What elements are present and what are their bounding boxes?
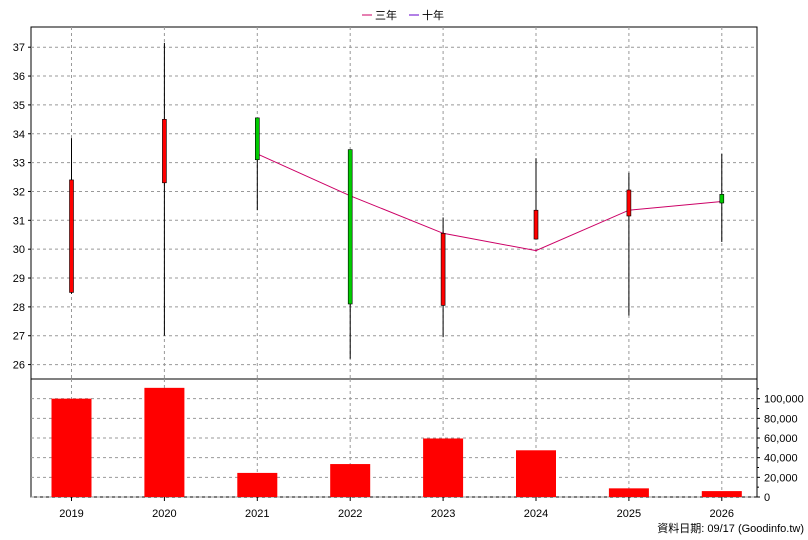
volume-tick-label: 20,000	[764, 472, 798, 484]
candle-body	[347, 149, 353, 305]
legend-label-1: 十年	[422, 8, 444, 22]
volume-tick-label: 40,000	[764, 453, 798, 465]
candle-body	[440, 232, 446, 306]
price-tick-label: 26	[13, 360, 25, 372]
volume-tick-label: 80,000	[764, 413, 798, 425]
candle-body	[719, 194, 725, 204]
volume-bar	[144, 387, 185, 497]
price-tick-label: 35	[13, 100, 25, 112]
price-tick-label: 36	[13, 71, 25, 83]
volume-bar	[516, 450, 556, 497]
price-tick-label: 32	[13, 186, 25, 198]
volume-axis: 0 20,000 40,000 60,000 80,000 100,000	[757, 388, 804, 504]
x-tick-label: 2021	[245, 508, 269, 520]
volume-bar	[608, 488, 649, 497]
volume-bar	[51, 398, 92, 497]
x-tick-label: 2022	[338, 508, 362, 520]
legend-label-0: 三年	[375, 8, 397, 22]
x-tick-label: 2026	[710, 508, 734, 520]
x-tick-label: 2025	[617, 508, 641, 520]
x-axis: 2019 2020 2021 2022 2023 2024 2025 2026	[59, 497, 734, 520]
x-tick-label: 2024	[524, 508, 548, 520]
price-tick-label: 31	[13, 215, 25, 227]
price-tick-label: 28	[13, 302, 25, 314]
series-line	[257, 153, 722, 252]
candle-body	[255, 117, 260, 161]
legend: 三年 十年	[362, 8, 444, 22]
volume-bar	[330, 464, 371, 497]
x-tick-label: 2020	[152, 508, 176, 520]
x-tick-label: 2019	[59, 508, 83, 520]
source-footer: 資料日期: 09/17 (Goodinfo.tw)	[657, 521, 804, 535]
volume-tick-label: 100,000	[764, 394, 804, 406]
candles	[69, 42, 725, 359]
volume-tick-label: 60,000	[764, 433, 798, 445]
price-tick-label: 33	[13, 158, 25, 170]
series-point	[535, 249, 537, 252]
price-panel	[30, 26, 758, 380]
volume-tick-label: 0	[764, 492, 770, 504]
candle-body	[162, 119, 167, 184]
volume-bar	[237, 472, 278, 497]
price-axis: 26 27 28 29 30 31 32 33 34 35 36 37	[13, 42, 31, 372]
volume-grid	[31, 379, 757, 498]
price-tick-label: 27	[13, 331, 25, 343]
price-tick-label: 29	[13, 273, 25, 285]
price-tick-label: 30	[13, 244, 25, 256]
volume-bar	[701, 491, 742, 497]
candle-body	[533, 209, 539, 240]
volume-bars	[51, 387, 742, 497]
price-tick-label: 37	[13, 42, 25, 54]
price-tick-label: 34	[13, 129, 25, 141]
volume-bar	[423, 438, 464, 497]
candle-body	[626, 189, 632, 217]
x-tick-label: 2023	[431, 508, 455, 520]
candle-body	[69, 179, 74, 293]
